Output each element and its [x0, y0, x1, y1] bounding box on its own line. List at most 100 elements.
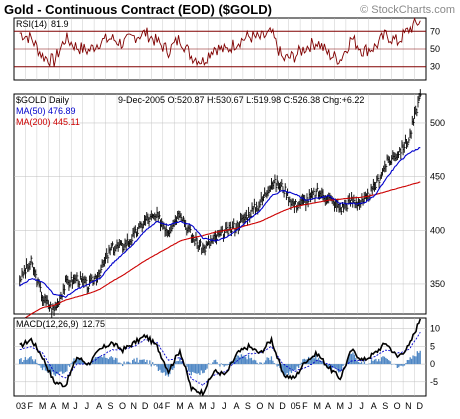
rsi-name: RSI(14) [16, 19, 47, 29]
price-tick-label: 500 [430, 118, 445, 128]
macd-hist-bar [143, 359, 144, 364]
x-tick-label: J [359, 401, 364, 411]
macd-hist-bar [139, 360, 140, 364]
macd-tick-label: -5 [430, 377, 438, 387]
macd-hist-bar [358, 362, 359, 364]
macd-hist-bar [225, 364, 226, 365]
macd-hist-bar [206, 364, 207, 369]
macd-hist-bar [219, 364, 220, 366]
macd-hist-bar [371, 359, 372, 364]
macd-hist-bar [201, 364, 202, 370]
macd-hist-bar [408, 360, 409, 364]
macd-hist-bar [121, 363, 122, 364]
macd-hist-bar [149, 360, 150, 364]
x-tick-label: A [325, 401, 331, 411]
macd-hist-bar [136, 358, 137, 364]
macd-hist-bar [198, 364, 199, 373]
macd-hist-bar [151, 364, 152, 366]
macd-hist-bar [238, 356, 239, 364]
macd-hist-bar [103, 354, 104, 364]
macd-hist-bar [66, 364, 67, 371]
price-tick-label: 350 [430, 279, 445, 289]
macd-hist-bar [194, 364, 195, 373]
macd-hist-bar [287, 364, 288, 373]
macd-hist-bar [39, 364, 40, 365]
macd-hist-bar [418, 353, 419, 364]
macd-hist-bar [112, 357, 113, 364]
macd-hist-bar [55, 364, 56, 376]
macd-hist-bar [420, 351, 421, 364]
macd-hist-bar [70, 363, 71, 364]
macd-hist-bar [131, 364, 132, 365]
macd-hist-bar [272, 361, 273, 364]
macd-hist-bar [395, 364, 396, 365]
macd-hist-bar [298, 364, 299, 368]
macd-hist-bar [342, 364, 343, 366]
x-tick-label: J [348, 401, 353, 411]
macd-hist-bar [33, 361, 34, 364]
macd-hist-bar [321, 361, 322, 364]
macd-hist-bar [26, 360, 27, 364]
macd-hist-bar [292, 364, 293, 370]
macd-hist-bar [43, 364, 44, 367]
macd-hist-bar [133, 359, 134, 364]
x-tick-label: S [108, 401, 114, 411]
macd-hist-bar [414, 356, 415, 364]
macd-hist-bar [397, 364, 398, 368]
macd-hist-bar [377, 361, 378, 364]
macd-hist-bar [28, 358, 29, 364]
rsi-value: 81.9 [51, 19, 69, 29]
macd-hist-bar [101, 357, 102, 364]
macd-hist-bar [359, 363, 360, 364]
macd-hist-bar [354, 355, 355, 364]
macd-hist-bar [401, 364, 402, 366]
macd-hist-bar [301, 363, 302, 364]
macd-hist-bar [135, 362, 136, 364]
macd-hist-bar [390, 361, 391, 364]
macd-hist-bar [40, 364, 41, 368]
macd-hist-bar [369, 363, 370, 364]
x-tick-label: O [119, 401, 126, 411]
x-tick-label: M [199, 401, 207, 411]
macd-hist-bar [111, 356, 112, 364]
macd-hist-bar [265, 360, 266, 364]
x-tick-label: A [188, 401, 194, 411]
macd-hist-bar [123, 362, 124, 365]
macd-hist-bar [372, 361, 373, 364]
macd-hist-bar [398, 364, 399, 367]
macd-hist-bar [254, 360, 255, 364]
macd-hist-bar [269, 360, 270, 364]
macd-hist-bar [205, 364, 206, 370]
macd-hist-bar [109, 357, 110, 364]
macd-hist-bar [58, 364, 59, 374]
macd-hist-bar [192, 364, 193, 372]
macd-hist-bar [402, 364, 403, 366]
macd-hist-bar [60, 364, 61, 371]
macd-hist-bar [216, 362, 217, 364]
macd-hist-bar [161, 364, 162, 372]
macd-hist-bar [259, 362, 260, 364]
x-tick-label: 04 [153, 401, 163, 411]
macd-hist-bar [189, 364, 190, 372]
chart-title: Gold - Continuous Contract (EOD) ($GOLD) [4, 2, 272, 17]
macd-hist-bar [288, 364, 289, 375]
macd-hist-bar [400, 364, 401, 366]
macd-hist-bar [404, 364, 405, 365]
macd-hist-bar [224, 364, 225, 367]
macd-hist-bar [155, 364, 156, 365]
macd-hist-bar [96, 357, 97, 364]
macd-hist-bar [42, 364, 43, 370]
macd-hist-bar [204, 364, 205, 373]
macd-hist-bar [186, 364, 187, 367]
rsi-label: RSI(14) 81.9 [16, 19, 69, 29]
macd-hist-bar [276, 364, 277, 366]
x-tick-label: A [371, 401, 377, 411]
macd-hist-bar [29, 357, 30, 364]
x-tick-label: 05 [291, 401, 301, 411]
